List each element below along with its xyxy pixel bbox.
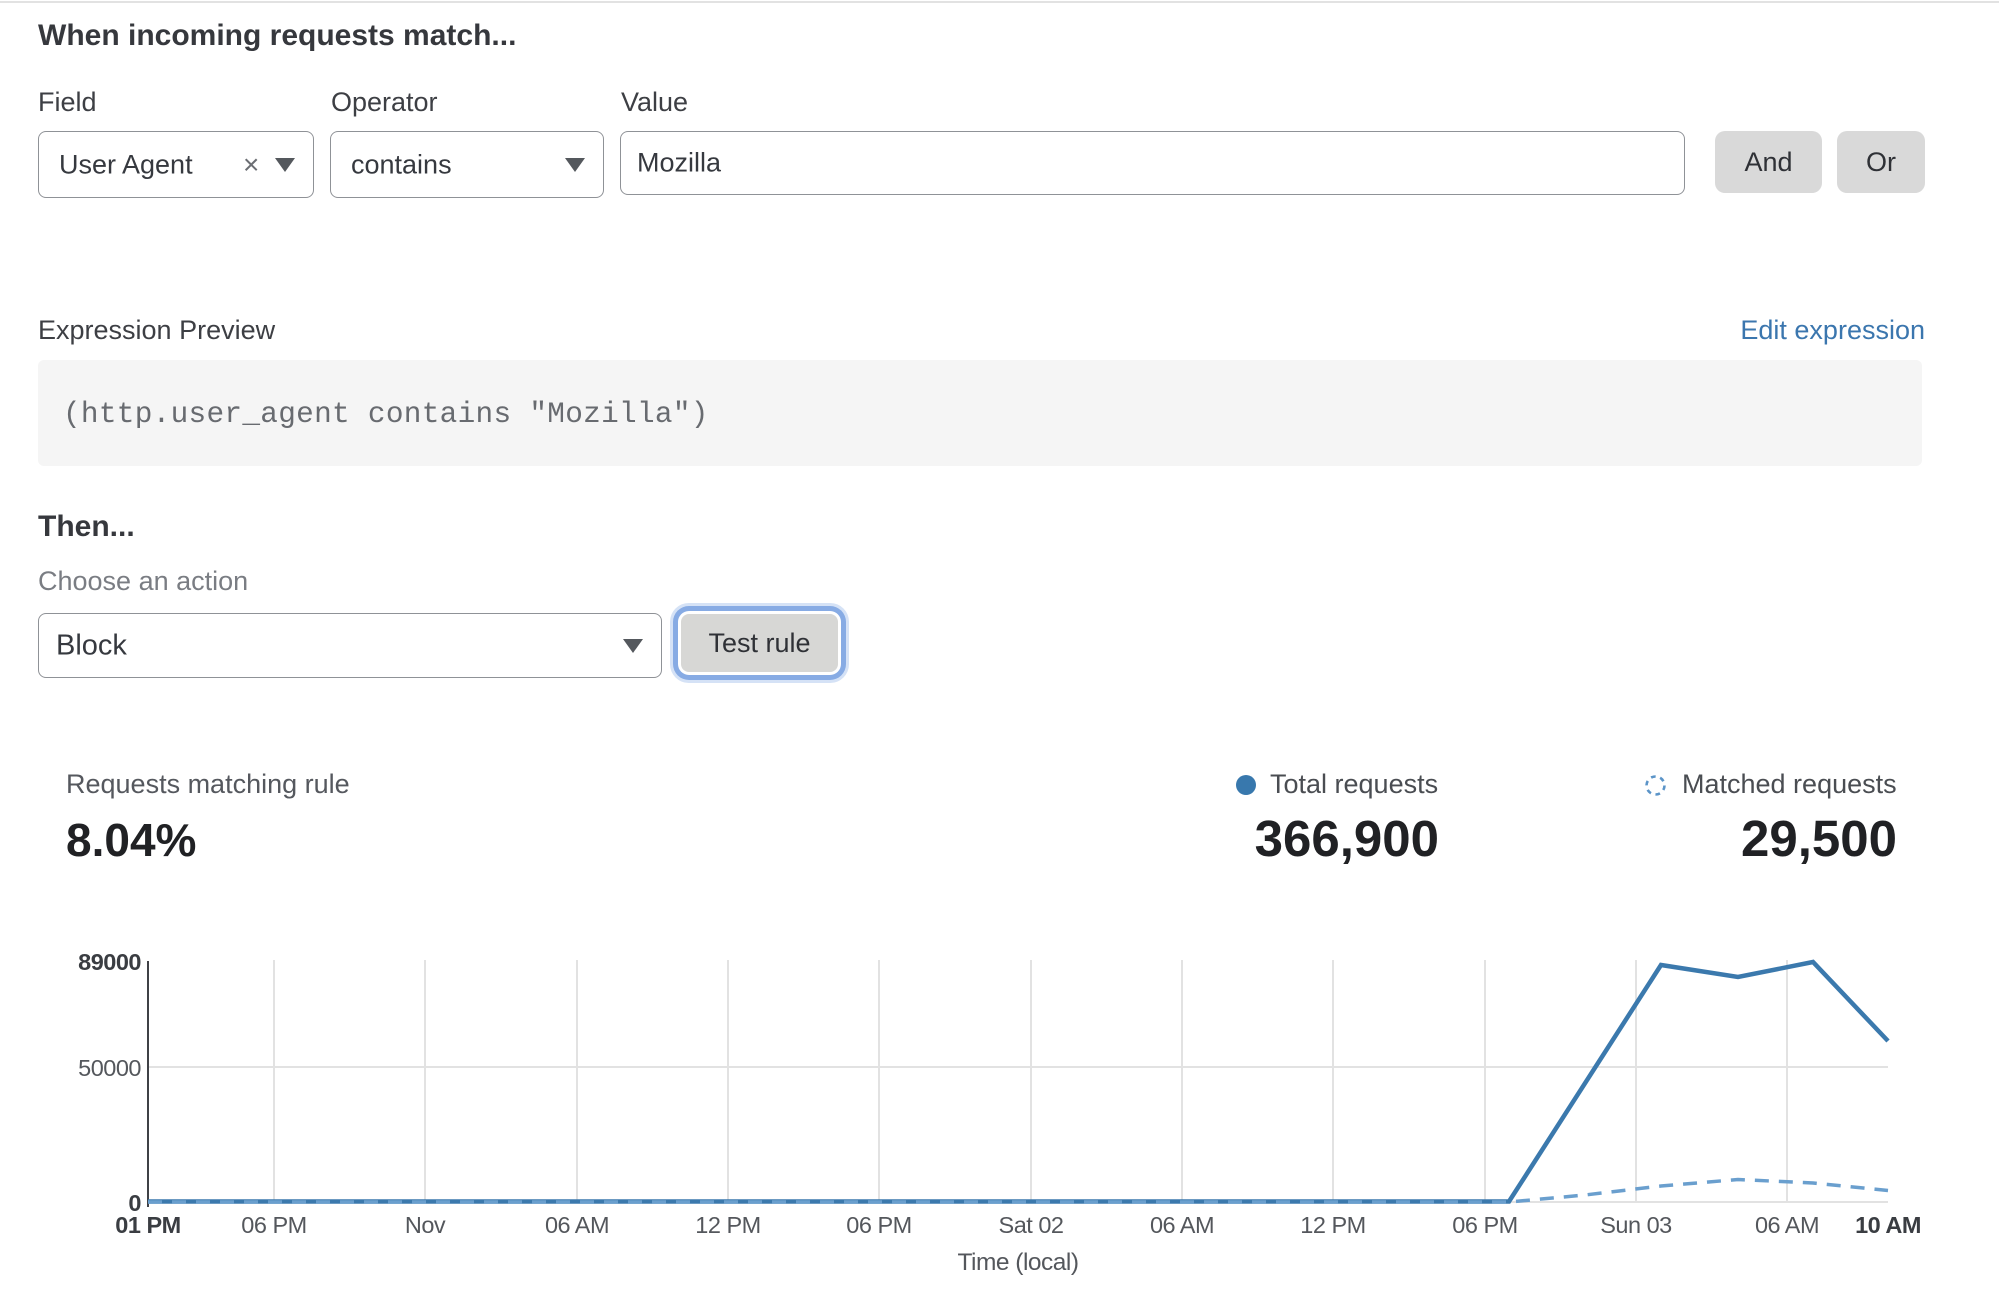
svg-text:Sat 02: Sat 02 — [999, 1212, 1064, 1238]
svg-text:Time (local): Time (local) — [957, 1249, 1078, 1276]
svg-text:10 AM: 10 AM — [1855, 1212, 1921, 1238]
svg-text:06 PM: 06 PM — [241, 1212, 306, 1238]
svg-text:0: 0 — [128, 1190, 141, 1216]
svg-text:06 AM: 06 AM — [545, 1212, 609, 1238]
svg-text:06 PM: 06 PM — [846, 1212, 911, 1238]
svg-text:12 PM: 12 PM — [695, 1212, 760, 1238]
svg-text:06 AM: 06 AM — [1150, 1212, 1214, 1238]
svg-text:06 PM: 06 PM — [1452, 1212, 1517, 1238]
svg-text:50000: 50000 — [78, 1055, 141, 1081]
svg-text:06 AM: 06 AM — [1755, 1212, 1819, 1238]
svg-text:01 PM: 01 PM — [115, 1212, 180, 1238]
svg-text:89000: 89000 — [78, 949, 141, 975]
svg-text:Sun 03: Sun 03 — [1600, 1212, 1672, 1238]
svg-text:12 PM: 12 PM — [1300, 1212, 1365, 1238]
svg-text:Nov: Nov — [405, 1212, 446, 1238]
